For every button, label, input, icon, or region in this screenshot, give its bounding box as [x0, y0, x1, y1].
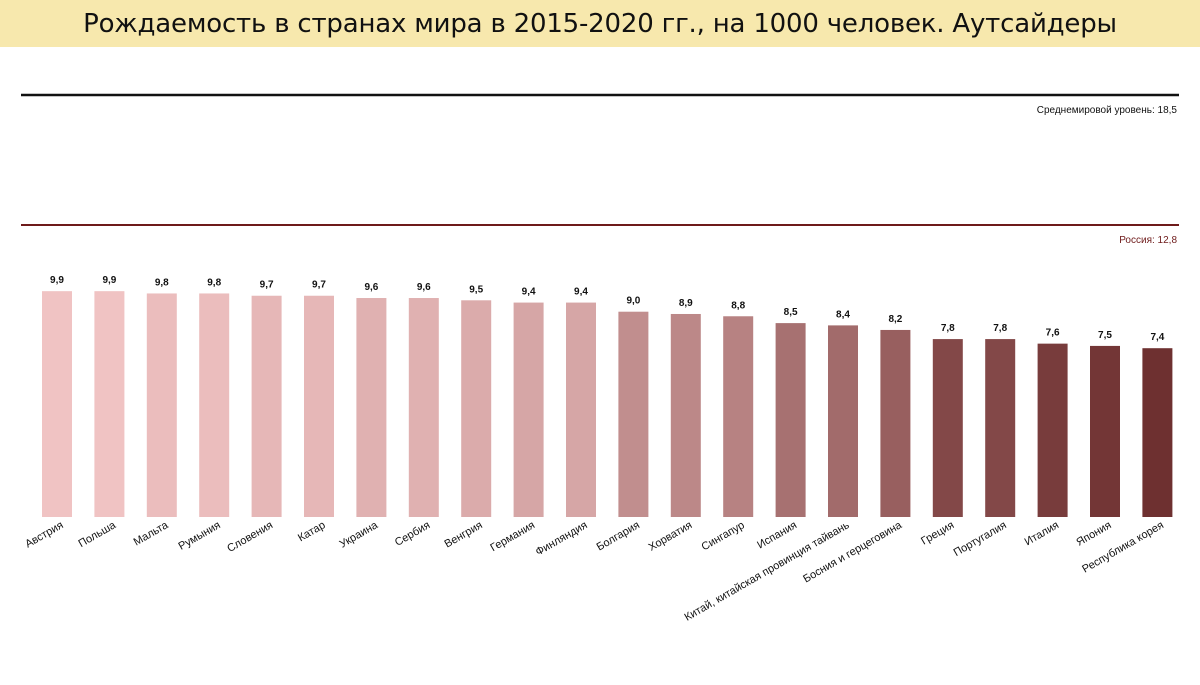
- tick-label: Финляндия: [534, 519, 590, 558]
- bar: [932, 339, 963, 517]
- tick-label: Румыния: [177, 519, 223, 553]
- tick-label: Испания: [755, 519, 799, 551]
- data-label: 9,4: [522, 287, 536, 298]
- tick-label: Сингапур: [700, 519, 747, 553]
- bar: [566, 302, 596, 517]
- world-average-label: Среднемировой уровень: 18,5: [1037, 105, 1178, 116]
- tick-label: Германия: [488, 519, 537, 554]
- tick-label: Сербия: [393, 519, 432, 549]
- bar: [775, 323, 806, 517]
- tick-label: Хорватия: [647, 519, 695, 554]
- data-label: 8,2: [888, 314, 902, 325]
- tick-label: Украина: [338, 519, 381, 551]
- tick-label: Мальта: [132, 519, 171, 549]
- russia-label: Россия: 12,8: [1119, 235, 1177, 246]
- title-bar: Рождаемость в странах мира в 2015-2020 г…: [0, 0, 1200, 47]
- bar: [880, 329, 911, 517]
- bar: [94, 291, 125, 517]
- tick-label: Польша: [77, 519, 119, 550]
- bar: [828, 325, 858, 517]
- bar: [513, 302, 544, 517]
- bar: [356, 298, 387, 517]
- bar: [723, 316, 754, 517]
- data-label: 8,4: [836, 309, 850, 320]
- data-label: 7,8: [993, 323, 1007, 334]
- data-label: 7,8: [941, 323, 955, 334]
- bar: [461, 300, 492, 517]
- bar: [408, 298, 439, 517]
- data-label: 9,8: [155, 277, 169, 288]
- data-label: 9,0: [626, 296, 640, 307]
- data-label: 8,9: [679, 298, 693, 309]
- data-label: 9,9: [102, 275, 116, 286]
- data-label: 9,7: [312, 280, 326, 291]
- tick-label: Словения: [225, 519, 275, 555]
- tick-label: Япония: [1074, 519, 1113, 549]
- data-label: 9,8: [207, 277, 221, 288]
- data-label: 9,5: [469, 284, 483, 295]
- tick-label: Португалия: [952, 519, 1009, 559]
- bar: [304, 295, 334, 517]
- bar: [42, 291, 72, 517]
- bar: [251, 295, 282, 517]
- tick-label: Италия: [1023, 519, 1061, 548]
- data-label: 7,5: [1098, 330, 1112, 341]
- bar: [670, 313, 701, 517]
- bar: [1037, 343, 1068, 517]
- bar: [146, 293, 177, 517]
- page-title: Рождаемость в странах мира в 2015-2020 г…: [83, 8, 1117, 39]
- tick-label: Катар: [296, 519, 327, 544]
- bar: [199, 293, 230, 517]
- data-label: 8,5: [784, 307, 798, 318]
- bar: [618, 311, 649, 517]
- data-label: 9,6: [364, 282, 378, 293]
- tick-label: Австрия: [23, 519, 65, 550]
- bar: [985, 339, 1016, 517]
- tick-label: Босния и герцеговина: [801, 519, 904, 586]
- data-label: 7,6: [1046, 328, 1060, 339]
- data-label: 9,7: [260, 280, 274, 291]
- bar: [1090, 345, 1120, 517]
- tick-label: Болгария: [595, 519, 642, 553]
- data-label: 9,6: [417, 282, 431, 293]
- tick-label: Венгрия: [443, 519, 485, 550]
- data-label: 7,4: [1150, 332, 1164, 343]
- data-label: 9,4: [574, 287, 588, 298]
- data-label: 8,8: [731, 300, 745, 311]
- tick-label: Греция: [919, 519, 956, 547]
- data-label: 9,9: [50, 275, 64, 286]
- bar: [1142, 348, 1173, 517]
